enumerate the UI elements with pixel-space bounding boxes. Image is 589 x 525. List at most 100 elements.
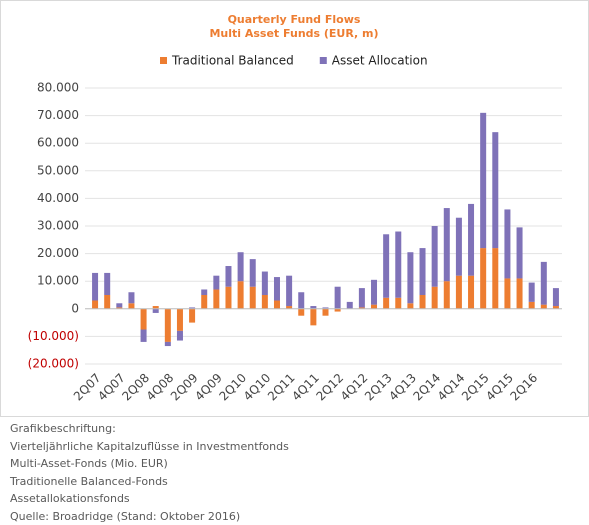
legend-label: Traditional Balanced bbox=[171, 54, 294, 68]
bar bbox=[371, 304, 378, 309]
chart: Quarterly Fund Flows Multi Asset Funds (… bbox=[0, 0, 589, 417]
y-tick-label: (10.000) bbox=[28, 329, 79, 343]
bar bbox=[504, 209, 511, 279]
bar bbox=[92, 300, 99, 309]
bar bbox=[419, 248, 426, 295]
bar bbox=[116, 307, 123, 309]
bar bbox=[310, 308, 317, 326]
chart-subtitle: Multi Asset Funds (EUR, m) bbox=[209, 27, 378, 40]
bar bbox=[407, 252, 414, 304]
bar bbox=[528, 301, 535, 309]
y-tick-label: (20.000) bbox=[28, 357, 79, 371]
bar bbox=[128, 292, 135, 304]
bar bbox=[273, 300, 280, 309]
bar bbox=[455, 217, 462, 276]
bar bbox=[164, 341, 171, 347]
bar bbox=[395, 231, 402, 298]
caption-line: Multi-Asset-Fonds (Mio. EUR) bbox=[10, 457, 168, 470]
bar bbox=[371, 279, 378, 305]
bar bbox=[104, 272, 111, 295]
bar bbox=[189, 307, 196, 309]
bar bbox=[176, 308, 183, 331]
caption-line: Assetallokationsfonds bbox=[10, 492, 130, 505]
chart-title: Quarterly Fund Flows bbox=[228, 13, 361, 26]
bar bbox=[492, 132, 499, 249]
bar bbox=[201, 295, 208, 309]
y-tick-label: 50.000 bbox=[37, 163, 79, 177]
bar bbox=[273, 277, 280, 301]
chart-frame bbox=[0, 0, 589, 417]
bar bbox=[176, 330, 183, 341]
bar bbox=[286, 306, 293, 309]
caption: Grafikbeschriftung: Vierteljährliche Kap… bbox=[10, 420, 289, 525]
bar bbox=[92, 272, 99, 301]
bar bbox=[261, 295, 268, 309]
bar bbox=[528, 282, 535, 302]
bar bbox=[237, 252, 244, 282]
bar bbox=[334, 286, 341, 309]
bar bbox=[552, 288, 559, 307]
y-tick-label: 10.000 bbox=[37, 274, 79, 288]
bar bbox=[189, 308, 196, 323]
y-tick-label: 60.000 bbox=[37, 136, 79, 150]
bar bbox=[298, 308, 305, 316]
bar bbox=[237, 281, 244, 309]
bar bbox=[152, 308, 159, 313]
bar bbox=[201, 289, 208, 295]
bar bbox=[383, 234, 390, 298]
bar bbox=[322, 307, 329, 309]
bar bbox=[358, 307, 365, 309]
bar bbox=[310, 306, 317, 309]
bar bbox=[334, 308, 341, 312]
bar bbox=[286, 275, 293, 307]
bar bbox=[516, 227, 523, 279]
y-tick-label: 70.000 bbox=[37, 108, 79, 122]
bar bbox=[552, 306, 559, 309]
legend-swatch bbox=[160, 57, 167, 64]
y-tick-label: 0 bbox=[71, 301, 79, 315]
bar bbox=[152, 306, 159, 309]
bar bbox=[213, 275, 220, 290]
bar bbox=[516, 278, 523, 309]
bar bbox=[480, 248, 487, 309]
bar bbox=[225, 286, 232, 309]
bar bbox=[213, 289, 220, 309]
bar bbox=[249, 259, 256, 287]
bar bbox=[346, 301, 353, 309]
bar bbox=[140, 308, 147, 330]
bar bbox=[298, 292, 305, 309]
bar bbox=[249, 286, 256, 309]
bar bbox=[383, 297, 390, 309]
bar bbox=[431, 226, 438, 287]
legend-label: Asset Allocation bbox=[332, 54, 428, 68]
y-tick-label: 40.000 bbox=[37, 191, 79, 205]
bar bbox=[540, 304, 547, 309]
bar bbox=[540, 261, 547, 305]
bar bbox=[261, 271, 268, 295]
bar bbox=[468, 275, 475, 309]
bar bbox=[455, 275, 462, 309]
bar bbox=[419, 295, 426, 309]
bar bbox=[480, 112, 487, 249]
bar bbox=[407, 303, 414, 309]
y-tick-label: 20.000 bbox=[37, 246, 79, 260]
bar bbox=[492, 248, 499, 309]
y-tick-label: 30.000 bbox=[37, 219, 79, 233]
bar bbox=[322, 308, 329, 316]
bar bbox=[395, 297, 402, 309]
bar bbox=[443, 208, 450, 282]
bar bbox=[443, 281, 450, 309]
bar bbox=[504, 278, 511, 309]
bar bbox=[116, 303, 123, 308]
caption-line: Quelle: Broadridge (Stand: Oktober 2016) bbox=[10, 509, 241, 523]
bar bbox=[164, 308, 171, 342]
bar bbox=[128, 303, 135, 309]
y-tick-label: 80.000 bbox=[37, 81, 79, 95]
bar bbox=[140, 329, 147, 342]
caption-heading: Grafikbeschriftung: bbox=[10, 422, 116, 435]
bar bbox=[225, 266, 232, 287]
bar bbox=[468, 203, 475, 276]
bar bbox=[358, 288, 365, 308]
caption-line: Traditionelle Balanced-Fonds bbox=[10, 474, 168, 488]
